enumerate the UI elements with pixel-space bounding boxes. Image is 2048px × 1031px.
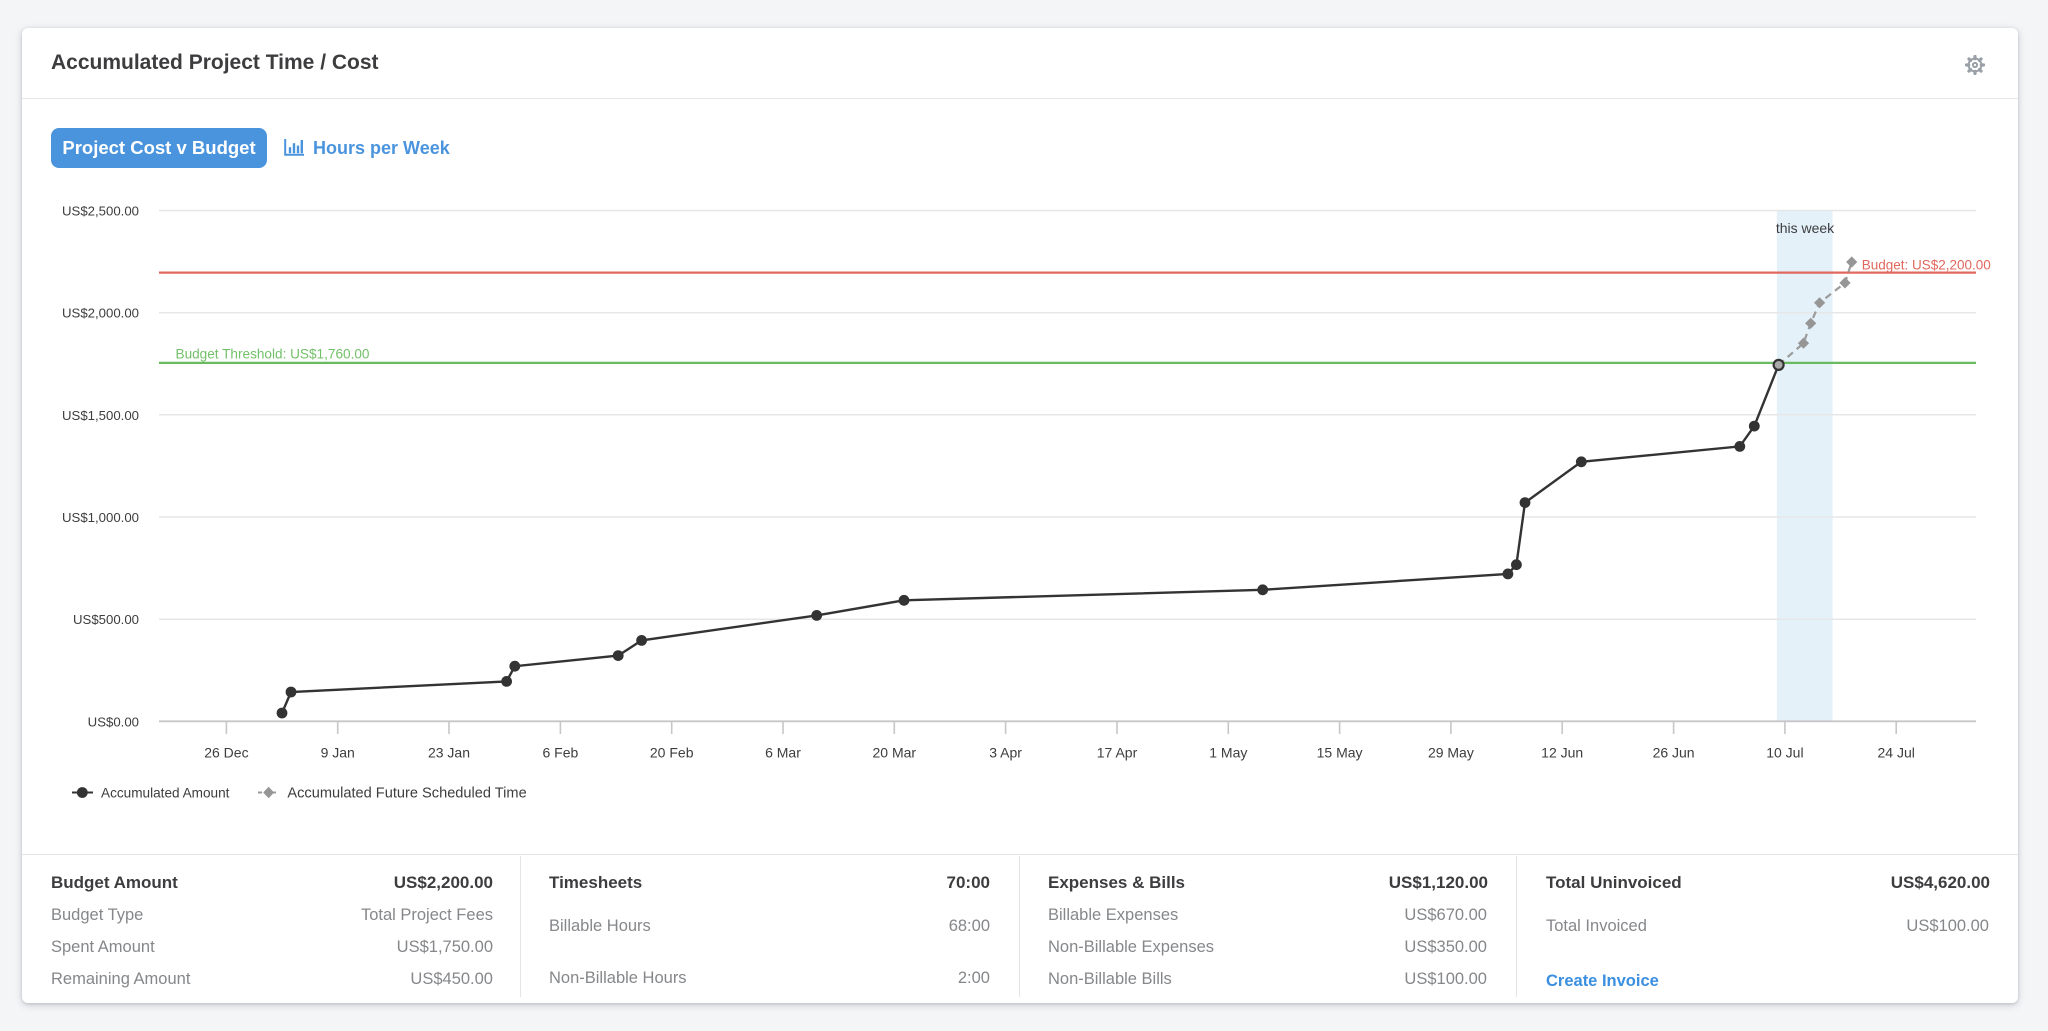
svg-text:29 May: 29 May [1428, 745, 1474, 761]
svg-text:US$2,000.00: US$2,000.00 [62, 306, 139, 321]
svg-text:this week: this week [1776, 220, 1835, 236]
svg-text:3 Apr: 3 Apr [989, 745, 1022, 761]
svg-text:Budget Threshold: US$1,760.00: Budget Threshold: US$1,760.00 [176, 347, 370, 362]
svg-text:Accumulated Future Scheduled T: Accumulated Future Scheduled Time [287, 786, 526, 802]
svg-text:6 Mar: 6 Mar [765, 745, 801, 761]
svg-text:1 May: 1 May [1209, 745, 1247, 761]
svg-text:6 Feb: 6 Feb [542, 745, 578, 761]
svg-text:17 Apr: 17 Apr [1097, 745, 1138, 761]
svg-text:15 May: 15 May [1317, 745, 1363, 761]
svg-text:US$500.00: US$500.00 [73, 612, 139, 627]
svg-text:Accumulated Amount: Accumulated Amount [101, 786, 230, 801]
svg-text:26 Jun: 26 Jun [1653, 745, 1695, 761]
svg-text:20 Feb: 20 Feb [650, 745, 694, 761]
svg-text:US$1,500.00: US$1,500.00 [62, 408, 139, 423]
svg-text:Budget: US$2,200.00: Budget: US$2,200.00 [1862, 258, 1991, 273]
svg-text:US$2,500.00: US$2,500.00 [62, 204, 139, 219]
svg-text:9 Jan: 9 Jan [321, 745, 355, 761]
svg-text:23 Jan: 23 Jan [428, 745, 470, 761]
svg-text:10 Jul: 10 Jul [1766, 745, 1803, 761]
svg-text:12 Jun: 12 Jun [1541, 745, 1583, 761]
svg-text:US$1,000.00: US$1,000.00 [62, 510, 139, 525]
svg-text:US$0.00: US$0.00 [88, 714, 139, 729]
svg-text:20 Mar: 20 Mar [873, 745, 917, 761]
svg-text:24 Jul: 24 Jul [1878, 745, 1915, 761]
svg-text:26 Dec: 26 Dec [204, 745, 248, 761]
